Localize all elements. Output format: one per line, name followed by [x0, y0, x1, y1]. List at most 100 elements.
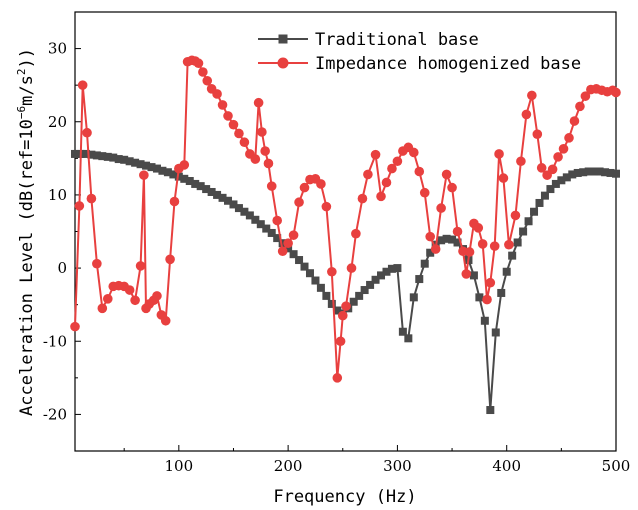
data-point	[202, 75, 213, 86]
data-point	[524, 217, 533, 226]
series-line	[75, 152, 617, 411]
data-point	[568, 170, 577, 179]
data-point	[436, 203, 446, 213]
data-point	[612, 169, 620, 178]
data-point	[262, 224, 271, 233]
data-point	[510, 210, 521, 221]
data-point	[606, 168, 615, 177]
data-point	[311, 276, 320, 285]
data-point	[131, 158, 140, 167]
data-point	[229, 200, 238, 209]
y-tick-label: 20	[48, 113, 67, 131]
data-point	[207, 187, 216, 196]
data-point	[70, 321, 80, 332]
data-point	[180, 174, 189, 183]
data-point	[414, 166, 425, 177]
data-point	[551, 179, 560, 188]
data-point	[580, 91, 591, 101]
data-point	[553, 152, 563, 162]
data-point	[486, 406, 495, 415]
data-point	[218, 193, 227, 202]
y-axis-title-suffix: ))	[17, 48, 37, 68]
data-point	[357, 193, 368, 204]
y-tick-label: 30	[48, 40, 67, 58]
data-point	[415, 275, 424, 284]
data-point	[547, 164, 558, 175]
data-point	[86, 193, 97, 204]
data-point	[165, 254, 175, 265]
data-point	[564, 133, 574, 143]
y-axis-title: Acceleration Level (dB(ref=10−6m/s2))	[15, 48, 37, 416]
data-point	[419, 187, 430, 198]
data-point	[228, 119, 239, 130]
y-tick-label: -20	[43, 405, 67, 423]
legend-marker-impedance	[277, 57, 289, 69]
series-layer	[70, 55, 621, 415]
data-point	[516, 156, 526, 167]
data-point	[558, 144, 569, 154]
data-point	[98, 152, 107, 161]
data-point	[152, 291, 162, 301]
y-axis-title-exponent-2: 2	[15, 69, 28, 76]
data-point	[217, 100, 228, 110]
data-point	[163, 168, 172, 177]
data-point	[546, 185, 555, 194]
data-point	[473, 223, 484, 233]
y-tick-label: 10	[48, 186, 67, 204]
data-point	[294, 197, 304, 208]
data-point	[102, 294, 113, 304]
data-point	[536, 163, 547, 173]
data-point	[332, 373, 343, 383]
data-point	[469, 271, 478, 280]
data-point	[497, 288, 506, 297]
data-point	[120, 155, 129, 164]
data-point	[521, 109, 532, 120]
data-point	[447, 182, 457, 193]
data-point	[453, 238, 462, 247]
plot-frame	[74, 11, 617, 452]
x-tick-label: 100	[165, 457, 194, 475]
data-point	[135, 261, 146, 271]
data-point	[573, 168, 582, 177]
data-point	[448, 235, 457, 244]
data-point	[425, 231, 436, 242]
data-point	[266, 181, 277, 191]
data-point	[253, 97, 264, 108]
data-point	[305, 269, 314, 278]
data-point	[475, 293, 484, 302]
data-point	[398, 327, 407, 336]
data-point	[81, 149, 90, 158]
data-point	[409, 147, 419, 158]
data-point	[590, 167, 599, 176]
data-point	[87, 150, 96, 159]
data-point	[327, 266, 337, 277]
data-point	[240, 207, 249, 216]
data-point	[519, 227, 528, 236]
y-axis-title-prefix: Acceleration Level (dB(ref=10	[17, 119, 37, 416]
data-point	[136, 160, 145, 169]
data-point	[464, 247, 475, 257]
data-point	[71, 149, 79, 158]
x-tick-label: 400	[492, 457, 521, 475]
data-point	[426, 248, 435, 257]
data-point	[278, 239, 287, 248]
data-point	[341, 301, 351, 311]
data-point	[139, 170, 149, 180]
data-point	[179, 160, 190, 170]
data-point	[223, 111, 233, 121]
data-point	[97, 303, 108, 314]
data-point	[257, 127, 267, 137]
data-point	[263, 158, 274, 169]
data-point	[392, 156, 403, 167]
data-point	[224, 196, 233, 205]
x-tick-label: 300	[383, 457, 412, 475]
data-point	[452, 226, 463, 237]
data-point	[234, 128, 244, 139]
legend-label-impedance: Impedance homogenized base	[315, 54, 581, 74]
ticks: 100 200 300 400 500 -20 -10 0 10 20 30	[43, 11, 630, 475]
y-axis-title-unit: m/s	[17, 75, 37, 106]
data-point	[267, 228, 276, 237]
data-point	[277, 246, 288, 257]
data-point	[482, 294, 492, 305]
